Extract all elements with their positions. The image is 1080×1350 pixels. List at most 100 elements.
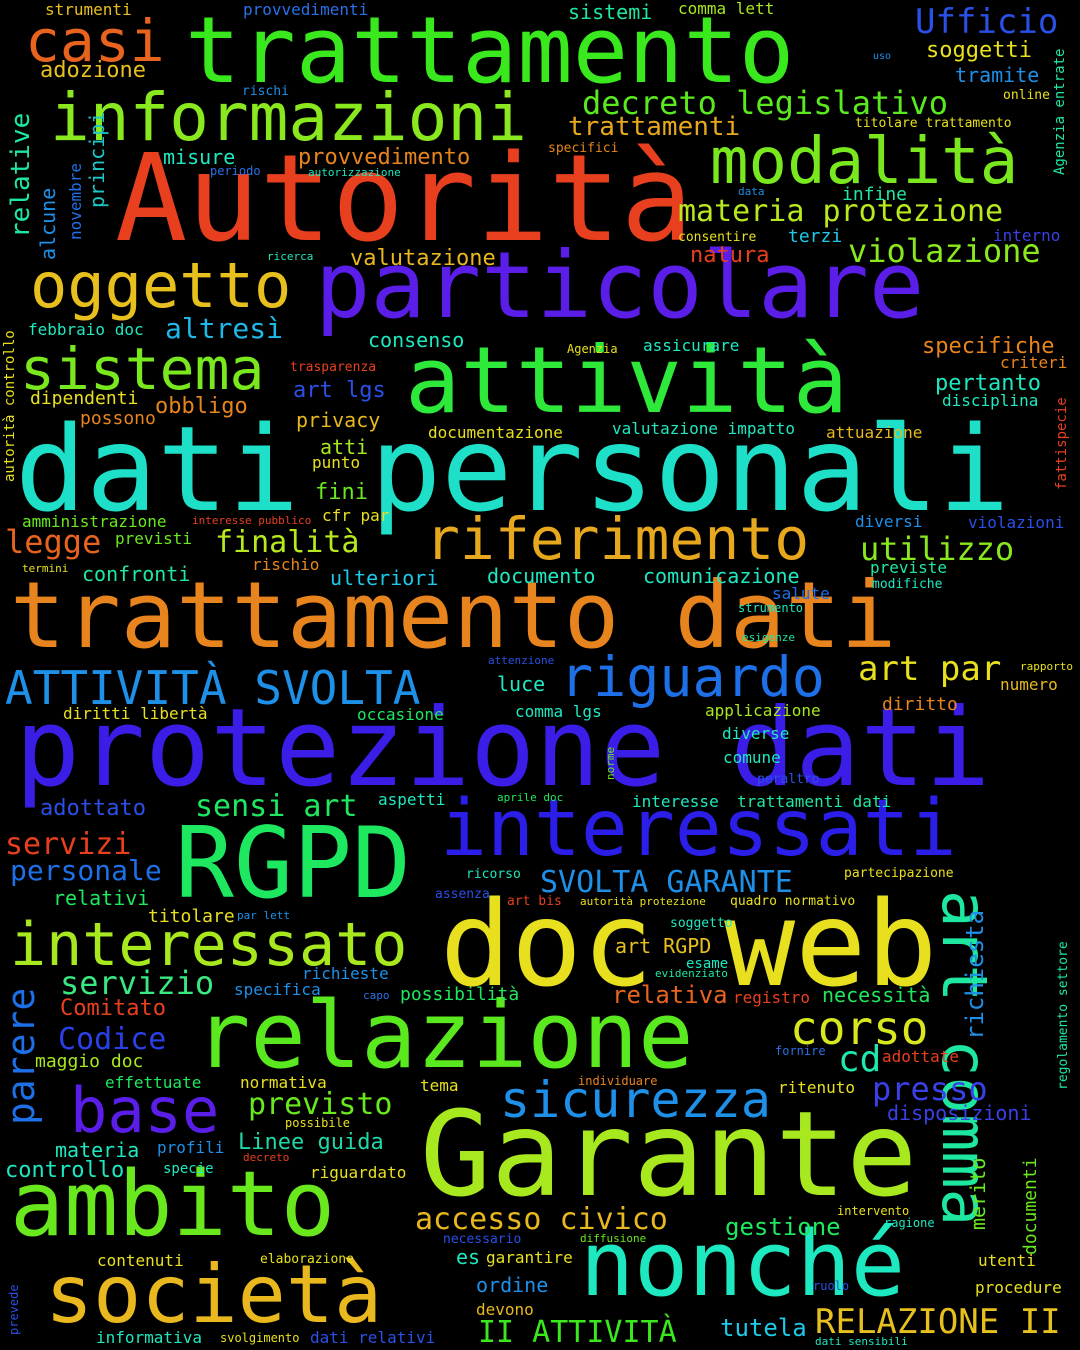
cloud-word-interesse: interesse — [632, 792, 719, 811]
cloud-word-sicurezza: sicurezza — [500, 1071, 771, 1129]
cloud-word-specifica: specifica — [234, 980, 321, 999]
cloud-word-richieste: richieste — [302, 964, 389, 983]
cloud-word-disposizioni: disposizioni — [887, 1101, 1032, 1125]
cloud-word-titolare-trattamento: titolare trattamento — [855, 116, 1012, 131]
cloud-word-casi: casi — [25, 7, 165, 75]
cloud-word-relativa: relativa — [612, 981, 728, 1009]
cloud-word-previsti: previsti — [115, 529, 193, 548]
cloud-word-evidenziato: evidenziato — [655, 967, 728, 980]
cloud-word-societa: società — [45, 1248, 383, 1341]
cloud-word-consentire: consentire — [678, 230, 757, 245]
cloud-word-documentazione: documentazione — [428, 423, 563, 442]
cloud-word-particolare: particolare — [315, 232, 925, 339]
cloud-word-rapporto: rapporto — [1020, 660, 1073, 673]
cloud-word-criteri: criteri — [1000, 353, 1068, 372]
cloud-word-provvedimenti: provvedimenti — [243, 0, 369, 19]
cloud-word-esigenze: esigenze — [742, 631, 795, 644]
cloud-word-interesse-pubblico: interesse pubblico — [192, 514, 312, 527]
cloud-word-attenzione: attenzione — [488, 654, 555, 667]
cloud-word-garantire: garantire — [486, 1248, 573, 1267]
cloud-word-svolta-garante: SVOLTA GARANTE — [540, 865, 793, 900]
cloud-word-adottate: adottate — [882, 1047, 960, 1066]
cloud-word-adottato: adottato — [40, 796, 146, 821]
cloud-word-utilizzo: utilizzo — [860, 530, 1015, 568]
cloud-word-peraltro: peraltro — [757, 772, 820, 787]
cloud-word-misure: misure — [163, 145, 236, 169]
cloud-word-alcune: alcune — [36, 187, 60, 260]
cloud-word-garante: Garante — [420, 1085, 918, 1223]
cloud-word-fini: fini — [315, 480, 368, 505]
cloud-word-novembre: novembre — [66, 162, 85, 240]
cloud-word-luce: luce — [497, 672, 546, 696]
cloud-word-violazioni: violazioni — [968, 513, 1065, 532]
cloud-word-legge: legge — [5, 523, 102, 561]
cloud-word-dati-sensibili: dati sensibili — [815, 1335, 908, 1348]
cloud-word-aspetti: aspetti — [378, 790, 446, 809]
cloud-word-punto: punto — [312, 453, 361, 472]
cloud-word-controllo: controllo — [5, 1158, 125, 1183]
cloud-word-regolamento-settore: regolamento settore — [1056, 941, 1071, 1090]
cloud-word-utenti: utenti — [978, 1251, 1036, 1270]
cloud-word-diverse: diverse — [722, 724, 790, 743]
cloud-word-decreto: decreto — [243, 1151, 290, 1164]
cloud-word-comma-lgs: comma lgs — [515, 702, 602, 721]
cloud-word-gestione: gestione — [725, 1213, 841, 1241]
cloud-word-altresi: altresì — [165, 312, 284, 345]
cloud-word-autorizzazione: autorizzazione — [308, 166, 401, 179]
cloud-word-relazione-ii: RELAZIONE II — [815, 1302, 1061, 1342]
cloud-word-rgpd: RGPD — [175, 807, 412, 921]
cloud-word-disciplina: disciplina — [942, 391, 1039, 410]
cloud-word-agenzia-entrate: Agenzia entrate — [1052, 48, 1068, 175]
cloud-word-febbraio-doc: febbraio doc — [28, 320, 144, 339]
cloud-word-decreto-legislativo: decreto legislativo — [582, 84, 949, 122]
cloud-word-relativi: relativi — [53, 886, 150, 910]
cloud-word-autorita-controllo: autorità controllo — [2, 330, 18, 482]
cloud-word-provvedimento: provvedimento — [298, 145, 471, 170]
cloud-word-previsto: previsto — [248, 1087, 393, 1122]
cloud-word-diritti-liberta: diritti libertà — [63, 704, 208, 723]
cloud-word-trattamenti-dati: trattamenti dati — [737, 792, 892, 811]
cloud-word-data: data — [738, 185, 765, 198]
cloud-word-trasparenza: trasparenza — [290, 360, 377, 375]
cloud-word-riguardato: riguardato — [310, 1163, 407, 1182]
cloud-word-tutela: tutela — [720, 1314, 807, 1342]
cloud-word-sistema: sistema — [20, 335, 265, 403]
cloud-word-comitato: Comitato — [60, 996, 166, 1021]
cloud-word-agenzia: Agenzia — [567, 342, 618, 356]
cloud-word-accesso-civico: accesso civico — [415, 1202, 668, 1237]
cloud-word-rischio: rischio — [252, 555, 320, 574]
cloud-word-cd: cd — [838, 1039, 882, 1080]
cloud-word-codice: Codice — [58, 1022, 167, 1057]
cloud-word-consenso: consenso — [368, 328, 465, 352]
cloud-word-privacy: privacy — [296, 408, 381, 432]
cloud-word-relazione: relazione — [195, 982, 694, 1089]
cloud-word-salute: salute — [772, 584, 830, 603]
cloud-word-personale: personale — [10, 854, 162, 887]
cloud-word-ragione: ragione — [884, 1216, 935, 1230]
cloud-word-online: online — [1003, 88, 1050, 103]
cloud-word-occasione: occasione — [357, 705, 444, 724]
cloud-word-interessati: interessati — [440, 784, 957, 874]
cloud-word-attuazione: attuazione — [826, 423, 923, 442]
cloud-word-trattamenti: trattamenti — [568, 112, 741, 142]
cloud-word-relative: relative — [6, 112, 36, 238]
cloud-word-specifici: specifici — [548, 141, 619, 156]
cloud-word-soggetto: soggetto — [670, 916, 733, 931]
cloud-word-principi: principi — [85, 111, 109, 208]
cloud-word-pertanto: pertanto — [935, 371, 1041, 396]
cloud-word-art-rgpd: art RGPD — [615, 934, 712, 958]
cloud-word-possibile: possibile — [285, 1116, 351, 1130]
cloud-word-sensi-art: sensi art — [195, 789, 358, 824]
cloud-word-trattamento-dati: trattamento dati — [10, 562, 897, 669]
cloud-word-diversi: diversi — [855, 512, 923, 531]
cloud-word-obbligo: obbligo — [155, 394, 248, 419]
cloud-word-servizi: servizi — [5, 827, 132, 862]
cloud-word-necessita: necessità — [822, 983, 931, 1007]
cloud-word-procedure: procedure — [975, 1278, 1062, 1297]
cloud-word-ulteriori: ulteriori — [330, 566, 439, 590]
cloud-word-ricorso: ricorso — [466, 867, 521, 882]
cloud-word-comune: comune — [723, 748, 781, 767]
cloud-word-dati-relativi: dati relativi — [310, 1328, 436, 1347]
cloud-word-comunicazione: comunicazione — [643, 564, 800, 588]
cloud-word-autorita: Autorità — [115, 130, 693, 269]
